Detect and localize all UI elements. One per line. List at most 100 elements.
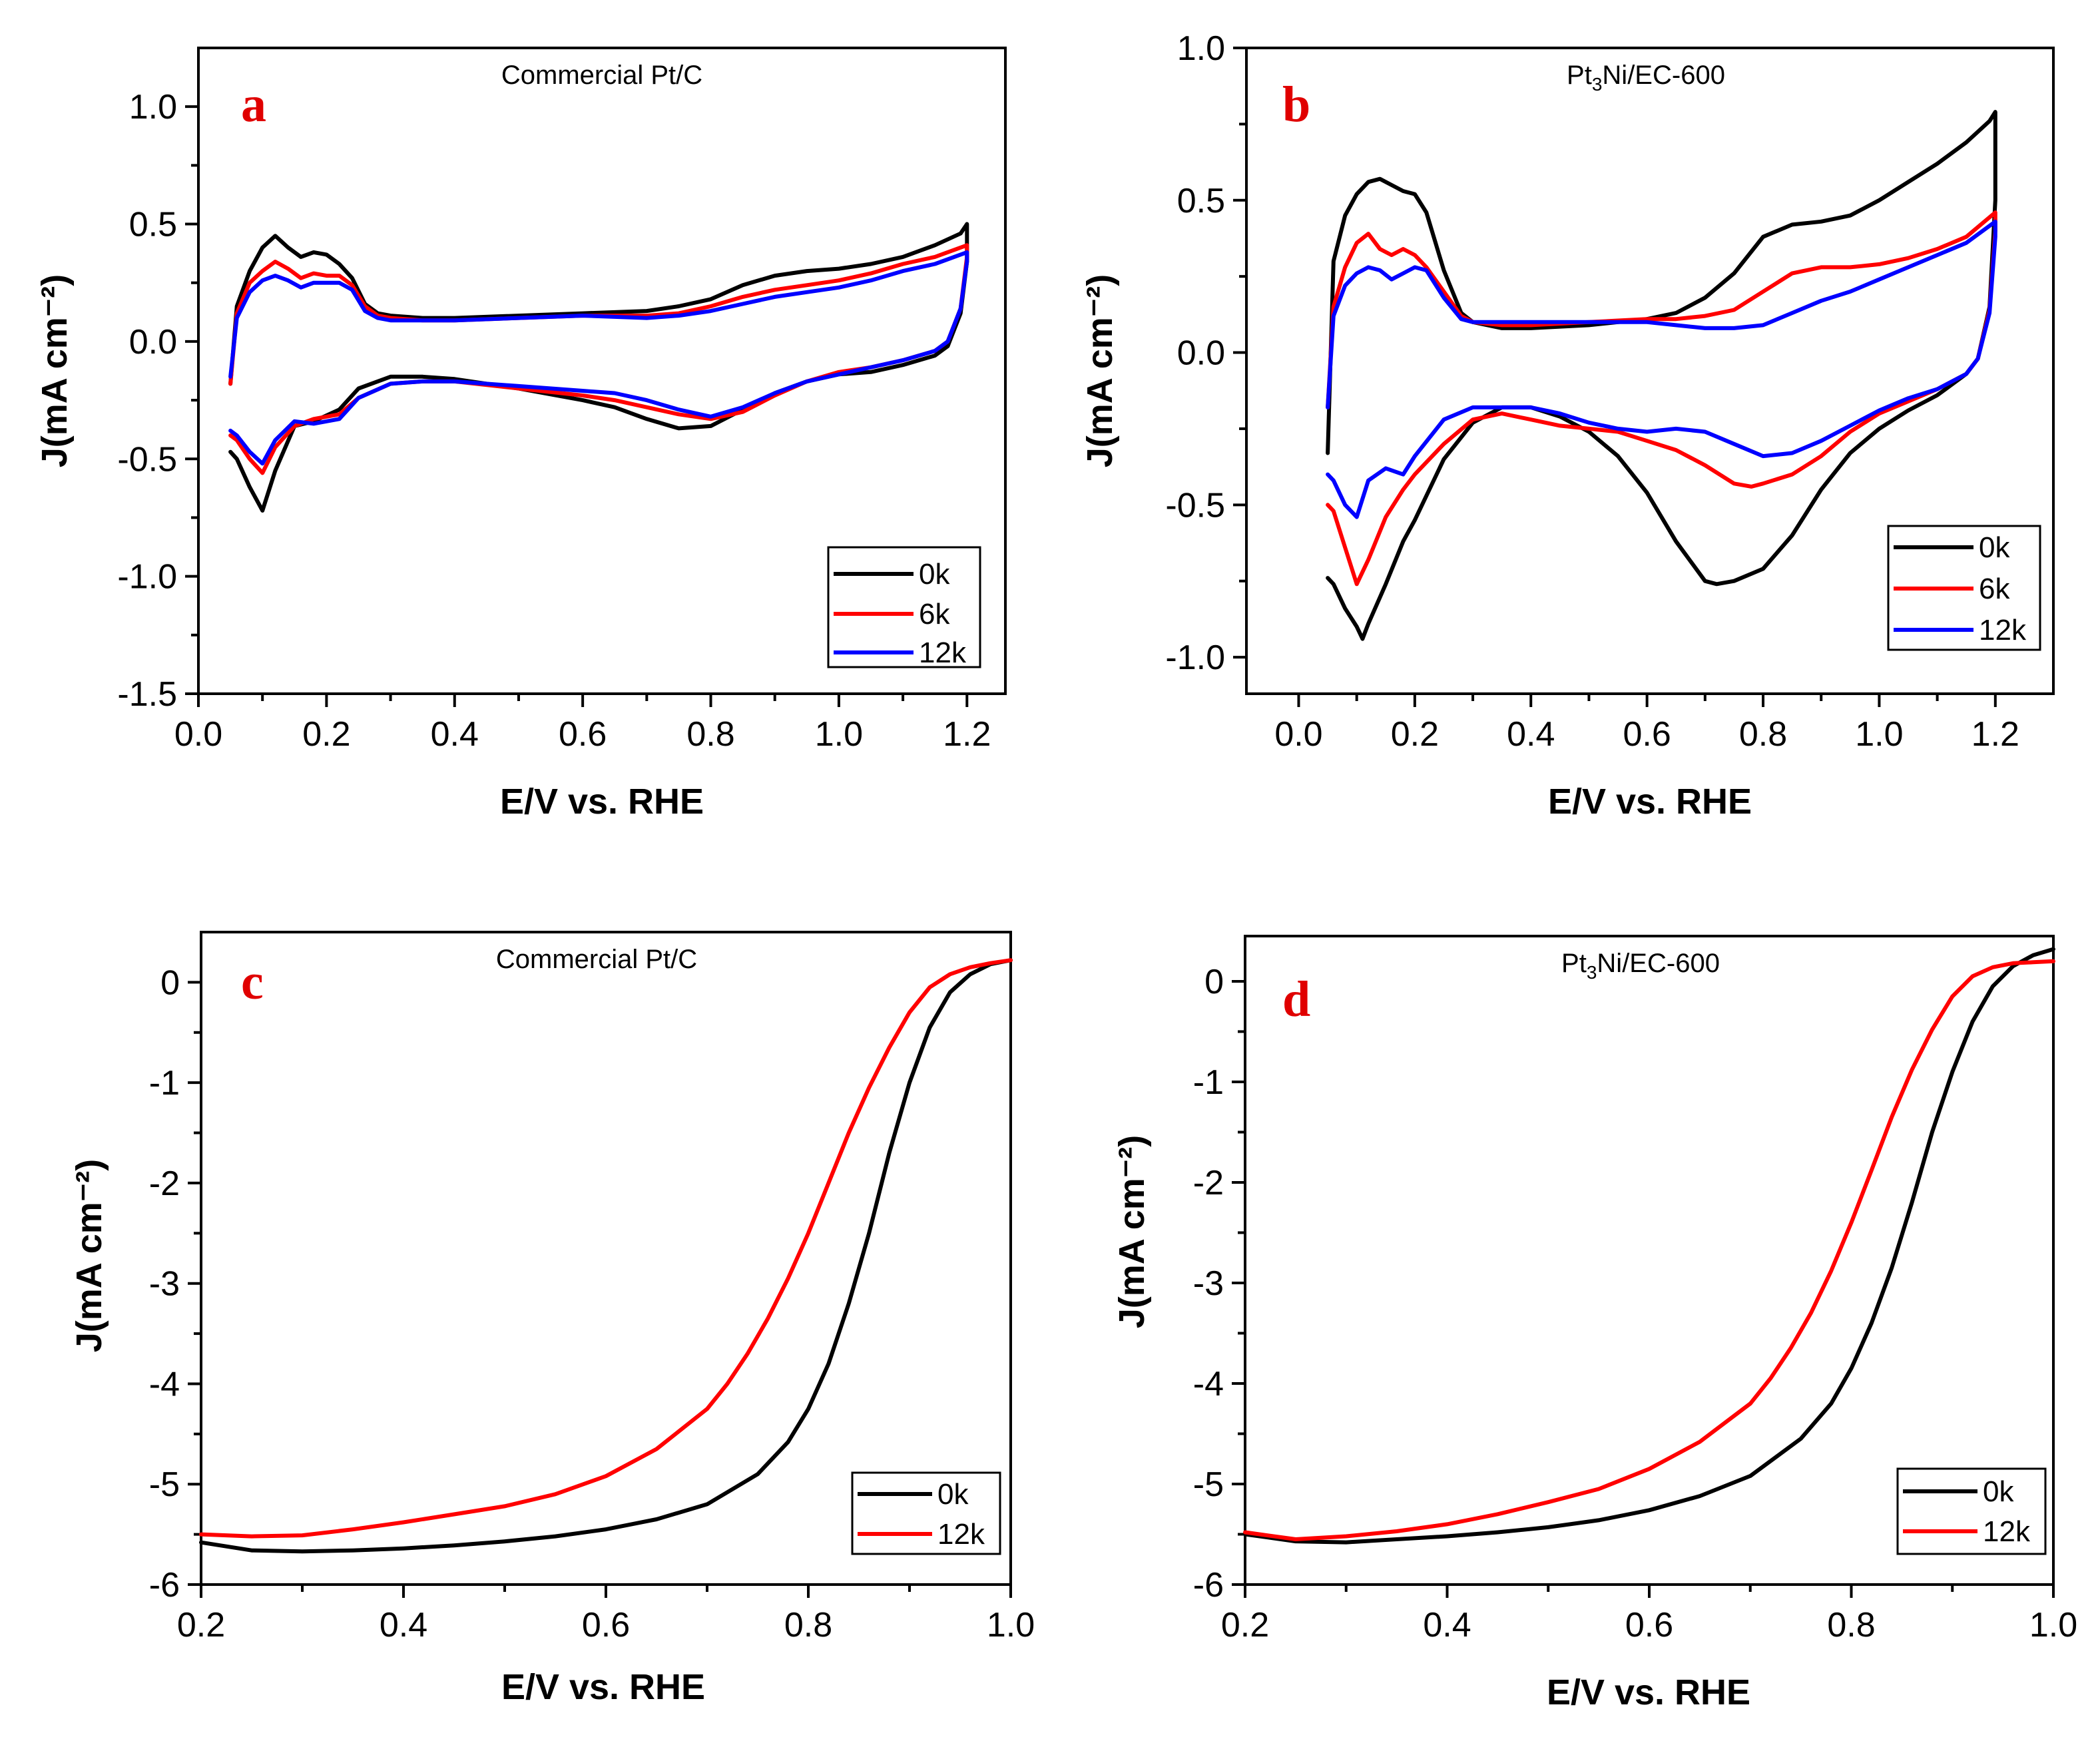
panel-b-x-tick-labels: 0.0 0.2 0.4 0.6 0.8 1.0 1.2 xyxy=(1274,715,2019,754)
panel-b-title-subscript: 3 xyxy=(1592,74,1603,95)
panel-b-title: Pt3Ni/EC-600 xyxy=(1567,61,1725,95)
panel-d-legend: 0k 12k xyxy=(1896,1467,2047,1555)
panel-b-legend-label-6k: 6k xyxy=(1979,573,2010,605)
panel-d-y-tick-label: -5 xyxy=(1193,1465,1224,1504)
panel-b-y-tick-label: -0.5 xyxy=(1165,486,1225,525)
panel-a-legend: 0k 6k 12k xyxy=(827,546,981,669)
panel-d-x-tick-label: 0.8 xyxy=(1827,1606,1875,1644)
panel-b-x-tick-label: 0.6 xyxy=(1623,715,1671,754)
panel-b-legend: 0k 6k 12k xyxy=(1887,525,2041,651)
panel-d-x-tick-labels: 0.2 0.4 0.6 0.8 1.0 xyxy=(1221,1606,2077,1644)
panel-d: d Pt3Ni/EC-600 0.2 0.4 0.6 0.8 1.0 -6 -5 -4 -3 -… xyxy=(1112,935,2077,1712)
panel-b-legend-label-0k: 0k xyxy=(1979,531,2010,564)
panel-a-y-tick-label: -1.5 xyxy=(117,675,177,714)
panel-d-y-tick-label: -3 xyxy=(1193,1264,1224,1303)
panel-c-x-tick-label: 0.6 xyxy=(582,1606,630,1644)
panel-d-title-main: Pt xyxy=(1561,949,1587,978)
panel-b-y-tick-label: 0.0 xyxy=(1177,334,1225,373)
panel-d-y-tick-label: -1 xyxy=(1193,1063,1224,1102)
panel-d-title-subscript: 3 xyxy=(1587,962,1597,983)
panel-c-ticks xyxy=(188,981,1012,1598)
panel-c-y-tick-label: -6 xyxy=(149,1566,180,1605)
panel-a-x-tick-label: 1.2 xyxy=(943,715,991,754)
panel-c-legend-label-0k: 0k xyxy=(937,1478,969,1511)
panel-d-y-tick-label: -6 xyxy=(1193,1566,1224,1605)
panel-b-legend-label-12k: 12k xyxy=(1979,614,2027,646)
panel-d-legend-box xyxy=(1896,1467,2047,1555)
panel-d-y-tick-label: 0 xyxy=(1204,963,1224,1001)
panel-b-y-tick-labels: -1.0 -0.5 0.0 0.5 1.0 xyxy=(1165,29,1225,677)
panel-d-legend-label-12k: 12k xyxy=(1983,1515,2031,1548)
panel-c-x-tick-labels: 0.2 0.4 0.6 0.8 1.0 xyxy=(177,1606,1035,1644)
panel-d-x-tick-label: 0.2 xyxy=(1221,1606,1269,1644)
panel-c-legend-box xyxy=(851,1471,1001,1555)
panel-d-series-0k xyxy=(1243,947,2055,1545)
panel-c-y-tick-labels: -6 -5 -4 -3 -2 -1 0 xyxy=(149,963,180,1605)
panel-d-series-12k xyxy=(1243,959,2055,1541)
panel-c-series xyxy=(199,958,1013,1554)
panel-c-x-tick-label: 0.4 xyxy=(380,1606,427,1644)
panel-b-letter: b xyxy=(1282,77,1310,132)
panel-a-letter: a xyxy=(241,77,266,132)
panel-b-x-axis-title: E/V vs. RHE xyxy=(1548,782,1752,822)
panel-c-x-tick-label: 0.2 xyxy=(177,1606,225,1644)
panel-c-y-tick-label: -2 xyxy=(149,1164,180,1203)
panel-c: c Commercial Pt/C 0.2 0.4 0.6 0.8 1.0 -6 -5 -4… xyxy=(69,931,1035,1707)
panel-d-y-tick-label: -2 xyxy=(1193,1164,1224,1202)
panel-c-y-axis-title: J(mA cm⁻²) xyxy=(69,1159,109,1353)
panel-d-x-tick-label: 0.6 xyxy=(1625,1606,1673,1644)
panel-a-series-12k xyxy=(228,250,969,466)
panel-d-x-tick-label: 0.4 xyxy=(1423,1606,1471,1644)
panel-a-y-tick-label: -1.0 xyxy=(117,558,177,597)
panel-a-x-tick-label: 0.6 xyxy=(559,715,607,754)
panel-b-series-12k xyxy=(1326,219,1997,519)
panel-a-series xyxy=(228,222,969,513)
panel-a: a Commercial Pt/C 0.0 0.2 0.4 0.6 0.8 1.0 1.2 … xyxy=(35,47,1007,822)
panel-b-y-tick-label: -1.0 xyxy=(1165,638,1225,677)
panel-a-legend-label-6k: 6k xyxy=(919,598,950,630)
panel-a-legend-box xyxy=(827,546,981,668)
panel-c-x-axis-title: E/V vs. RHE xyxy=(501,1667,705,1707)
panel-b: b Pt3Ni/EC-600 0.0 0.2 0.4 0.6 0.8 1.0 1.2 -1.… xyxy=(1080,29,2055,822)
panel-a-plot-frame xyxy=(197,47,1007,695)
panel-b-plot-frame xyxy=(1245,47,2055,695)
panel-c-title: Commercial Pt/C xyxy=(496,945,697,974)
panel-c-series-0k xyxy=(199,958,1013,1554)
panel-a-y-tick-label: 0.0 xyxy=(129,323,177,362)
panel-d-x-tick-label: 1.0 xyxy=(2029,1606,2077,1644)
panel-a-y-tick-label: 1.0 xyxy=(129,88,177,126)
panel-a-y-axis-title: J(mA cm⁻²) xyxy=(35,274,75,468)
panel-a-ticks xyxy=(185,105,969,707)
panel-b-title-main: Pt xyxy=(1567,61,1592,90)
panel-c-y-tick-label: -1 xyxy=(149,1064,180,1103)
panel-a-x-tick-labels: 0.0 0.2 0.4 0.6 0.8 1.0 1.2 xyxy=(174,715,991,754)
panel-b-ticks xyxy=(1233,47,1997,707)
panel-b-title-rest: Ni/EC-600 xyxy=(1602,61,1725,90)
panel-a-x-tick-label: 0.8 xyxy=(686,715,734,754)
panel-a-y-tick-label: 0.5 xyxy=(129,206,177,244)
panel-d-series xyxy=(1243,947,2055,1545)
panel-a-series-0k xyxy=(228,222,969,513)
panel-d-letter: d xyxy=(1282,971,1310,1027)
panel-c-x-tick-label: 1.0 xyxy=(987,1606,1035,1644)
panel-a-y-tick-labels: -1.5 -1.0 -0.5 0.0 0.5 1.0 xyxy=(117,88,177,714)
panel-b-x-tick-label: 0.0 xyxy=(1274,715,1322,754)
panel-c-series-12k xyxy=(199,958,1013,1539)
panel-a-legend-label-0k: 0k xyxy=(919,558,950,591)
panel-c-letter: c xyxy=(241,954,264,1010)
panel-b-series xyxy=(1326,110,1997,641)
panel-b-x-tick-label: 0.2 xyxy=(1391,715,1439,754)
panel-b-x-tick-label: 0.4 xyxy=(1507,715,1555,754)
panel-d-x-axis-title: E/V vs. RHE xyxy=(1547,1672,1750,1712)
panel-d-legend-label-0k: 0k xyxy=(1983,1475,2014,1508)
panel-d-y-tick-label: -4 xyxy=(1193,1365,1224,1403)
panel-b-x-tick-label: 0.8 xyxy=(1739,715,1787,754)
panel-d-title: Pt3Ni/EC-600 xyxy=(1561,949,1720,983)
panel-d-title-rest: Ni/EC-600 xyxy=(1597,949,1720,978)
panel-b-x-tick-label: 1.0 xyxy=(1855,715,1903,754)
panel-b-x-tick-label: 1.2 xyxy=(1971,715,2019,754)
panel-a-y-tick-label: -0.5 xyxy=(117,440,177,479)
panel-c-x-tick-label: 0.8 xyxy=(784,1606,832,1644)
panel-a-x-tick-label: 0.0 xyxy=(174,715,222,754)
